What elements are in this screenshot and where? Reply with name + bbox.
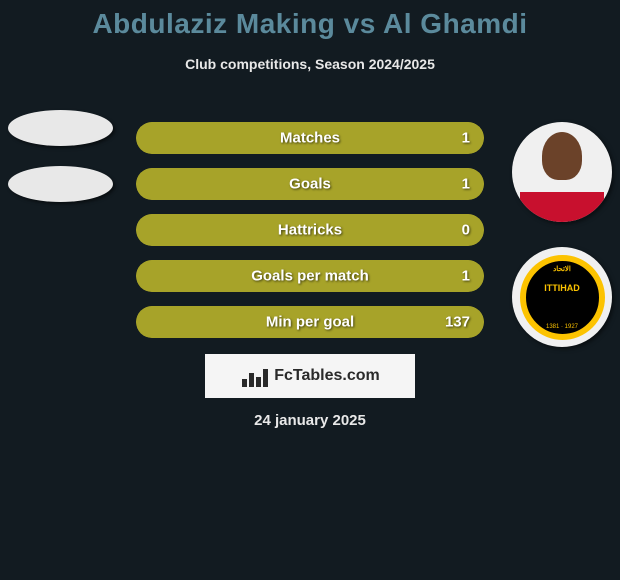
stat-bar-hattricks: Hattricks 0 bbox=[136, 214, 484, 246]
player-photo bbox=[512, 122, 612, 222]
page-title: Abdulaziz Making vs Al Ghamdi bbox=[0, 0, 620, 40]
subtitle: Club competitions, Season 2024/2025 bbox=[0, 56, 620, 72]
stat-bar-gpm: Goals per match 1 bbox=[136, 260, 484, 292]
stat-value: 1 bbox=[462, 176, 470, 193]
stat-value: 1 bbox=[462, 130, 470, 147]
logo-text-year: 1381 · 1927 bbox=[546, 324, 578, 330]
stats-list: Matches 1 Goals 1 Hattricks 0 Goals per … bbox=[136, 122, 484, 338]
stat-label: Goals per match bbox=[251, 268, 369, 285]
club-logo-inner: الاتحاد ITTIHAD 1381 · 1927 bbox=[520, 255, 605, 340]
stat-label: Matches bbox=[280, 130, 340, 147]
stat-bar-goals: Goals 1 bbox=[136, 168, 484, 200]
logo-text-name: ITTIHAD bbox=[544, 283, 580, 293]
stat-label: Min per goal bbox=[266, 314, 354, 331]
avatar-placeholder bbox=[8, 110, 113, 146]
banner-text: FcTables.com bbox=[274, 367, 380, 385]
club-logo: الاتحاد ITTIHAD 1381 · 1927 bbox=[512, 247, 612, 347]
stat-value: 0 bbox=[462, 222, 470, 239]
logo-placeholder bbox=[8, 166, 113, 202]
source-banner: FcTables.com bbox=[205, 354, 415, 398]
right-avatars: الاتحاد ITTIHAD 1381 · 1927 bbox=[512, 122, 612, 347]
stat-bar-mpg: Min per goal 137 bbox=[136, 306, 484, 338]
left-avatars bbox=[8, 110, 113, 202]
stat-value: 1 bbox=[462, 268, 470, 285]
stat-label: Goals bbox=[289, 176, 331, 193]
player-head-shape bbox=[542, 132, 582, 180]
date-label: 24 january 2025 bbox=[254, 412, 366, 429]
stat-bar-matches: Matches 1 bbox=[136, 122, 484, 154]
player-shirt-shape bbox=[520, 192, 604, 222]
stat-value: 137 bbox=[445, 314, 470, 331]
chart-icon bbox=[240, 365, 268, 387]
logo-text-ar: الاتحاد bbox=[553, 265, 571, 273]
chart-container: Abdulaziz Making vs Al Ghamdi Club compe… bbox=[0, 0, 620, 580]
stat-label: Hattricks bbox=[278, 222, 342, 239]
